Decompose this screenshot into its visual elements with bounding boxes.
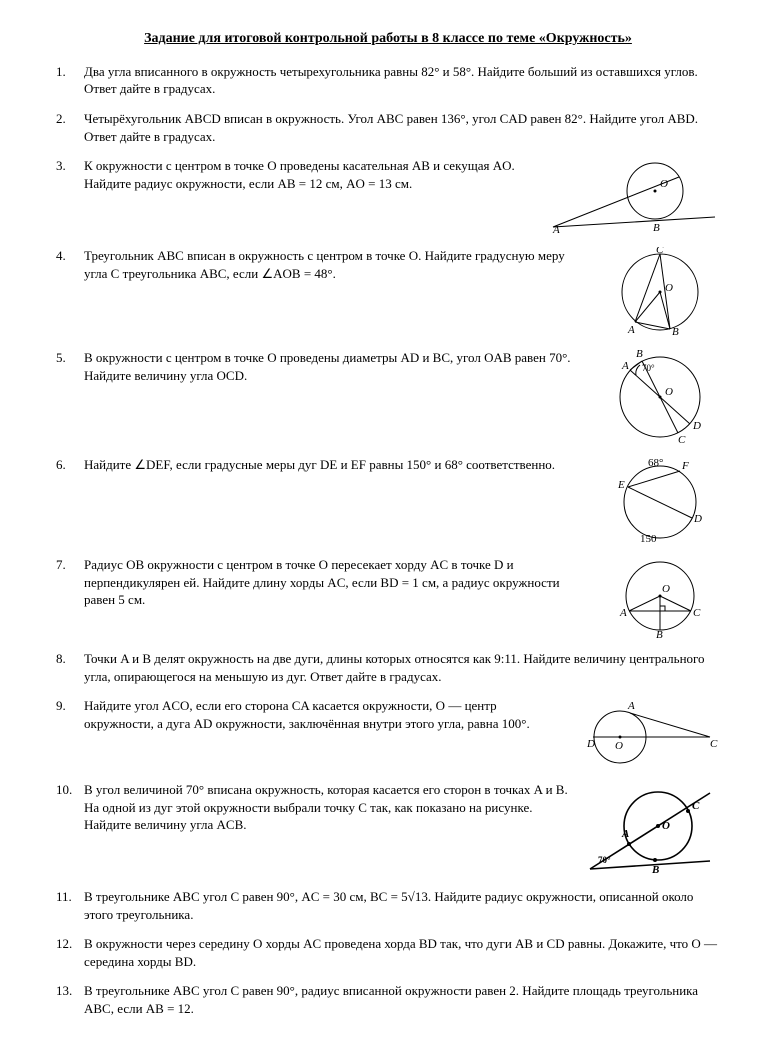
problem-number: 11. xyxy=(56,888,74,906)
svg-text:68°: 68° xyxy=(648,457,663,469)
svg-text:C: C xyxy=(656,247,664,256)
svg-text:E: E xyxy=(617,479,625,491)
problem-text: Найдите угол ACO, если его сторона CA ка… xyxy=(84,697,555,732)
svg-text:D: D xyxy=(586,738,595,750)
svg-text:D: D xyxy=(693,513,702,525)
problem-number: 9. xyxy=(56,697,74,715)
problem-text: В треугольнике ABC угол C равен 90°, AC … xyxy=(84,888,720,923)
problem-text: В окружности через середину O хорды AC п… xyxy=(84,935,720,970)
problem-text: Четырёхугольник ABCD вписан в окружность… xyxy=(84,110,720,145)
problem-number: 12. xyxy=(56,935,74,953)
problem-number: 4. xyxy=(56,247,74,265)
problem-4: 4. Треугольник ABC вписан в окружность с… xyxy=(56,247,720,337)
svg-text:A: A xyxy=(627,700,635,712)
problem-text: В угол величиной 70° вписана окружность,… xyxy=(84,781,570,834)
svg-text:70°: 70° xyxy=(598,855,611,865)
problem-text: В треугольнике ABC угол C равен 90°, рад… xyxy=(84,982,720,1017)
svg-text:A: A xyxy=(619,607,627,619)
svg-text:O: O xyxy=(665,386,673,398)
svg-text:F: F xyxy=(681,460,689,472)
figure-10: A B C O 70° xyxy=(580,781,720,876)
svg-text:A: A xyxy=(621,360,629,372)
svg-text:B: B xyxy=(656,629,663,638)
problem-3: 3. К окружности с центром в точке O пров… xyxy=(56,157,720,235)
problem-number: 2. xyxy=(56,110,74,128)
svg-text:150: 150 xyxy=(640,533,657,544)
page-title: Задание для итоговой контрольной работы … xyxy=(56,30,720,49)
figure-9: A C D O xyxy=(565,697,720,769)
problem-number: 10. xyxy=(56,781,74,799)
problem-number: 1. xyxy=(56,63,74,81)
svg-text:B: B xyxy=(672,326,679,337)
problem-13: 13. В треугольнике ABC угол C равен 90°,… xyxy=(56,982,720,1017)
svg-text:70°: 70° xyxy=(642,363,655,373)
problem-text: Точки A и B делят окружность на две дуги… xyxy=(84,650,720,685)
svg-text:C: C xyxy=(710,738,718,750)
problem-number: 5. xyxy=(56,349,74,367)
svg-text:C: C xyxy=(693,607,701,619)
problem-6: 6. Найдите ∠DEF, если градусные меры дуг… xyxy=(56,456,720,544)
problem-number: 13. xyxy=(56,982,74,1000)
problem-text: Два угла вписанного в окружность четырех… xyxy=(84,63,720,98)
svg-text:B: B xyxy=(636,349,643,360)
svg-text:B: B xyxy=(651,864,659,876)
svg-text:O: O xyxy=(660,178,668,190)
figure-5: A B C D O 70° xyxy=(600,349,720,444)
problem-7: 7. Радиус OB окружности с центром в точк… xyxy=(56,556,720,638)
problem-text: Радиус OB окружности с центром в точке O… xyxy=(84,556,590,609)
problem-10: 10. В угол величиной 70° вписана окружно… xyxy=(56,781,720,876)
problem-2: 2. Четырёхугольник ABCD вписан в окружно… xyxy=(56,110,720,145)
svg-text:D: D xyxy=(692,420,701,432)
problem-text: В окружности с центром в точке O проведе… xyxy=(84,349,590,384)
svg-text:C: C xyxy=(678,434,686,444)
problem-8: 8. Точки A и B делят окружность на две д… xyxy=(56,650,720,685)
problem-number: 8. xyxy=(56,650,74,668)
svg-text:C: C xyxy=(692,800,700,812)
figure-3: A B O xyxy=(545,157,720,235)
svg-text:A: A xyxy=(552,224,560,235)
problem-number: 3. xyxy=(56,157,74,175)
problem-list: 1. Два угла вписанного в окружность четы… xyxy=(56,63,720,1018)
svg-text:O: O xyxy=(665,282,673,294)
problem-number: 6. xyxy=(56,456,74,474)
svg-text:O: O xyxy=(615,740,623,752)
problem-1: 1. Два угла вписанного в окружность четы… xyxy=(56,63,720,98)
svg-text:A: A xyxy=(627,324,635,336)
svg-text:B: B xyxy=(653,222,660,234)
problem-number: 7. xyxy=(56,556,74,574)
figure-6: E D F 150 68° xyxy=(600,456,720,544)
problem-12: 12. В окружности через середину O хорды … xyxy=(56,935,720,970)
figure-4: A B C O xyxy=(600,247,720,337)
figure-7: A C B O xyxy=(600,556,720,638)
problem-text: Треугольник ABC вписан в окружность с це… xyxy=(84,247,590,282)
problem-11: 11. В треугольнике ABC угол C равен 90°,… xyxy=(56,888,720,923)
problem-text: К окружности с центром в точке O проведе… xyxy=(84,157,535,192)
problem-5: 5. В окружности с центром в точке O пров… xyxy=(56,349,720,444)
svg-text:O: O xyxy=(662,820,670,832)
problem-9: 9. Найдите угол ACO, если его сторона CA… xyxy=(56,697,720,769)
svg-text:O: O xyxy=(662,583,670,595)
svg-text:A: A xyxy=(621,828,629,840)
problem-text: Найдите ∠DEF, если градусные меры дуг DE… xyxy=(84,456,590,474)
